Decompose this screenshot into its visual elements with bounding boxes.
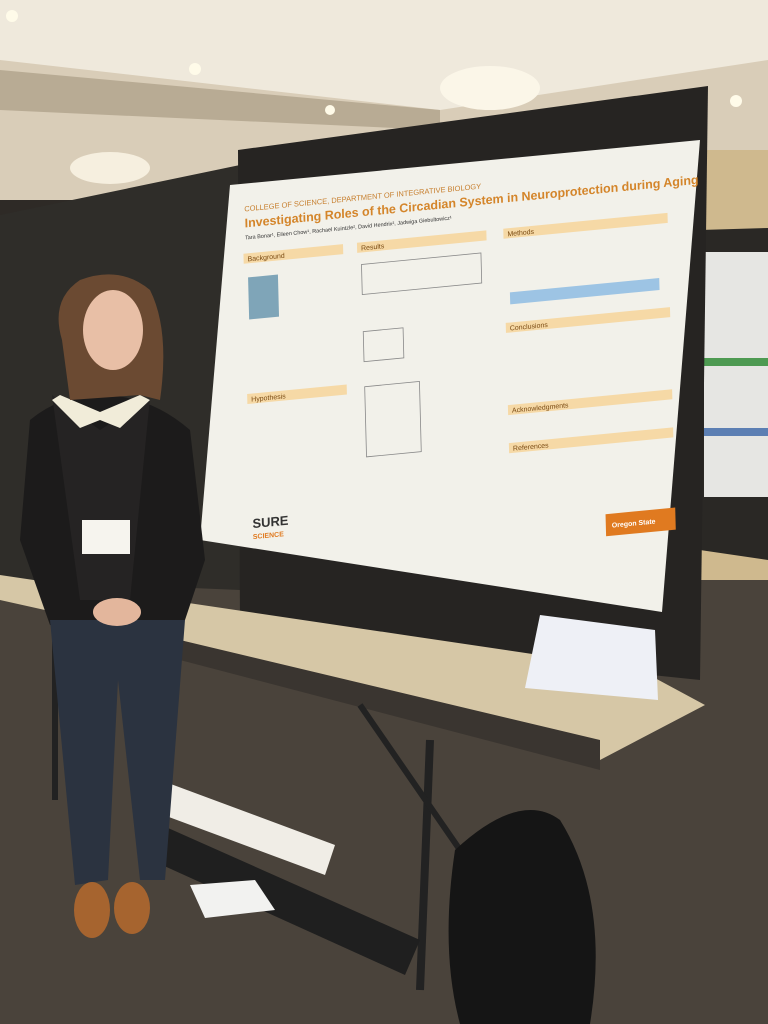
table-leg (357, 703, 463, 852)
section-bar (247, 384, 347, 405)
poster (200, 140, 700, 612)
section-heading: Conclusions (510, 322, 549, 333)
figure (248, 274, 280, 320)
section-bar (243, 244, 344, 264)
section-heading: Results (361, 243, 385, 252)
section-heading: Hypothesis (251, 393, 286, 403)
downlight (189, 63, 201, 75)
figure (361, 252, 483, 295)
person-collar (52, 395, 150, 428)
figure (362, 327, 405, 363)
backpack (448, 810, 596, 1024)
section-bar (356, 230, 487, 253)
section-heading: Background (248, 253, 285, 264)
logo-badge (605, 507, 676, 537)
poster-tube (150, 780, 335, 875)
downlight (730, 95, 742, 107)
name-badge (82, 520, 130, 554)
section-heading: References (513, 442, 549, 452)
person-shoe (74, 882, 110, 938)
person-shoe (114, 882, 150, 934)
timeline-arrow (509, 277, 660, 305)
section-bar (503, 212, 668, 239)
ceiling-panel (0, 0, 768, 110)
table-leg (416, 739, 434, 991)
logo-text: Oregon State (612, 518, 656, 529)
person-hands (93, 598, 141, 626)
ceiling-light (440, 66, 540, 110)
ceiling-light (70, 152, 150, 184)
poster-tube (140, 820, 420, 975)
downlight (6, 10, 18, 22)
section-bar (507, 389, 673, 416)
table-edge (180, 640, 600, 770)
distant-poster (704, 252, 768, 497)
logo-text: SCIENCE (253, 531, 284, 541)
table-card (525, 615, 658, 700)
downlight (325, 105, 335, 115)
section-heading: Methods (507, 229, 534, 239)
person-face (83, 290, 143, 370)
paper (190, 880, 275, 918)
logo-text: SURE (252, 513, 289, 532)
section-bar (508, 427, 674, 454)
section-bar (505, 307, 671, 333)
figure (364, 381, 422, 458)
distant-poster-band (704, 428, 768, 436)
person-jeans (50, 620, 185, 885)
distant-poster-band (704, 358, 768, 366)
